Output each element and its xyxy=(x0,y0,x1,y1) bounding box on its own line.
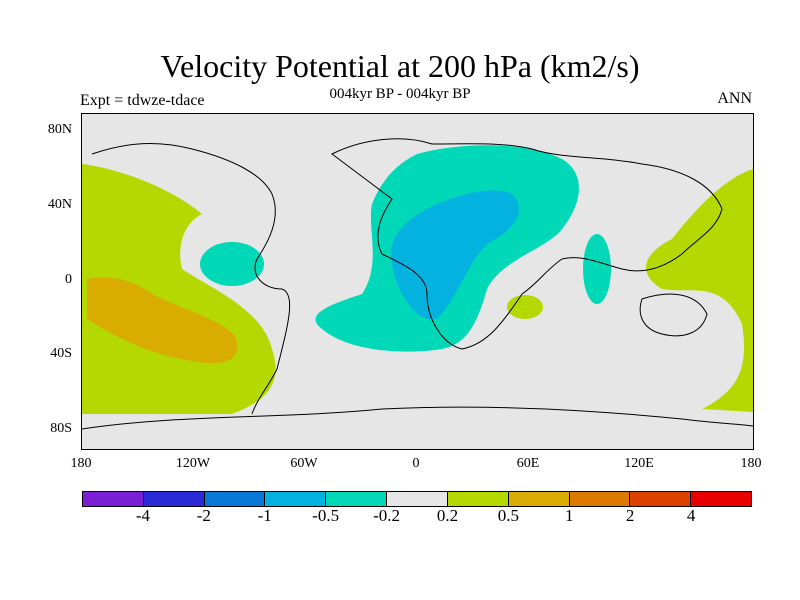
colorbar-label: 2 xyxy=(625,506,635,525)
lon-tick: 120W xyxy=(175,456,211,471)
positive-region-indian xyxy=(507,295,543,319)
colorbar-swatch xyxy=(630,492,692,506)
positive-core-pacific xyxy=(87,277,238,364)
colorbar-label: 0.5 xyxy=(497,506,519,525)
colorbar-label: 1 xyxy=(565,506,574,525)
colorbar-swatch xyxy=(569,492,631,506)
colorbar-swatch xyxy=(204,492,266,506)
colorbar-swatch xyxy=(326,492,388,506)
lon-tick: 0 xyxy=(412,456,420,471)
lat-tick: 80S xyxy=(50,421,72,436)
negative-region-central-america xyxy=(200,242,264,286)
colorbar xyxy=(82,491,752,507)
map-subtitle: 004kyr BP - 004kyr BP xyxy=(329,86,471,102)
map-title: Velocity Potential at 200 hPa (km2/s) xyxy=(160,48,640,84)
colorbar-label: 0.2 xyxy=(436,506,459,525)
experiment-label: Expt = tdwze-tdace xyxy=(80,92,205,109)
colorbar-swatch xyxy=(83,492,144,506)
lon-tick: 120E xyxy=(624,456,654,471)
colorbar-label: -1 xyxy=(257,506,272,525)
colorbar-swatch xyxy=(508,492,570,506)
lon-tick: 180 xyxy=(70,456,92,471)
colorbar-swatch xyxy=(387,492,448,506)
lon-tick: 60E xyxy=(516,456,540,471)
colorbar-label: -0.2 xyxy=(373,506,400,525)
lat-tick: 40N xyxy=(47,197,72,212)
lat-tick: 0 xyxy=(65,272,72,287)
lon-tick: 60W xyxy=(290,456,318,471)
map-plot xyxy=(81,113,754,450)
coastlines xyxy=(82,138,753,430)
colorbar-swatch xyxy=(447,492,509,506)
colorbar-label: 4 xyxy=(686,506,696,525)
colorbar-label: -2 xyxy=(196,506,211,525)
lon-tick: 180 xyxy=(740,456,762,471)
lat-tick: 80N xyxy=(47,122,72,137)
season-label: ANN xyxy=(717,90,752,107)
colorbar-label: -4 xyxy=(135,506,150,525)
negative-core-africa xyxy=(391,190,519,320)
colorbar-swatch xyxy=(265,492,327,506)
positive-region-west-pacific xyxy=(645,169,753,412)
map-svg xyxy=(82,138,753,430)
colorbar-swatch xyxy=(143,492,205,506)
colorbar-label: -0.5 xyxy=(312,506,340,525)
negative-region-east-indian xyxy=(583,234,611,304)
colorbar-swatch xyxy=(691,492,751,506)
lat-tick: 40S xyxy=(50,346,72,361)
